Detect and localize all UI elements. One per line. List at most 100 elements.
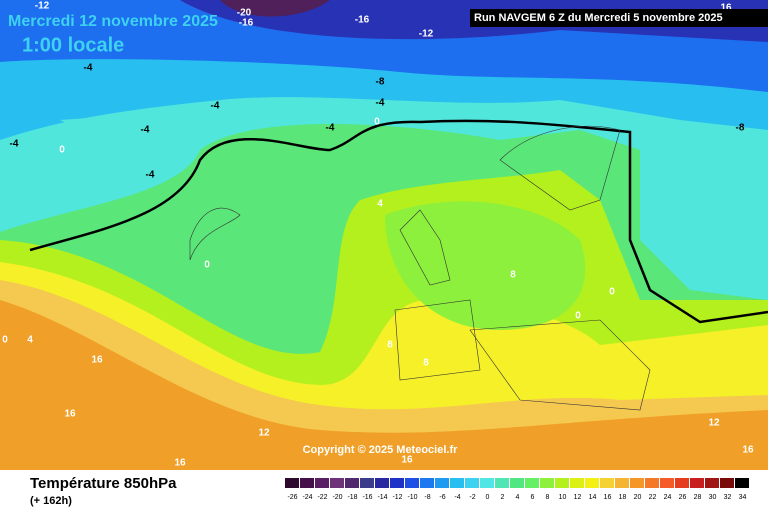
contour-label: -4: [146, 170, 155, 181]
legend-label: 8: [546, 494, 550, 501]
legend-label: -6: [439, 494, 445, 501]
contour-label: -4: [10, 139, 19, 150]
legend-label: 28: [694, 494, 702, 501]
contour-label: 16: [91, 355, 103, 366]
legend-label: 24: [664, 494, 672, 501]
contour-label: 16: [64, 409, 76, 420]
contour-label: 4: [377, 199, 383, 210]
legend-swatch: [435, 478, 449, 488]
legend-swatch: [495, 478, 509, 488]
legend-label: 4: [516, 494, 520, 501]
legend-swatch: [420, 478, 434, 488]
zero-isotherm: [29, 119, 768, 324]
coastlines: [189, 125, 651, 411]
legend-swatch: [720, 478, 734, 488]
contour-label: -12: [419, 29, 434, 40]
contour-label: -12: [35, 1, 50, 12]
legend-label: -26: [287, 494, 297, 501]
contour-label: 0: [609, 287, 615, 298]
legend-swatch: [375, 478, 389, 488]
contour-label: -4: [141, 125, 150, 136]
legend-label: 12: [574, 494, 582, 501]
legend-swatch: [660, 478, 674, 488]
legend-swatch: [615, 478, 629, 488]
map-time: 1:00 locale: [22, 34, 124, 56]
contour-label: 16: [742, 445, 754, 456]
contour-label: -4: [211, 101, 220, 112]
legend-swatch: [600, 478, 614, 488]
legend-swatch: [465, 478, 479, 488]
legend-label: 2: [501, 494, 505, 501]
legend-label: 22: [649, 494, 657, 501]
footer: [0, 470, 768, 512]
legend-label: -16: [362, 494, 372, 501]
contour-label: 0: [575, 311, 581, 322]
legend-swatch: [705, 478, 719, 488]
contour-label: 8: [510, 270, 516, 281]
legend-swatch: [630, 478, 644, 488]
contour-label: -8: [376, 77, 385, 88]
contour-label: -20: [237, 8, 252, 19]
contour-label: 0: [204, 260, 210, 271]
legend-label: 6: [531, 494, 535, 501]
legend-label: 16: [604, 494, 612, 501]
contour-label: 16: [720, 3, 732, 14]
contour-label: 0: [374, 117, 380, 128]
contour-label: -4: [326, 123, 335, 134]
run-box: [470, 9, 768, 27]
legend-label: -8: [424, 494, 430, 501]
legend-label: 30: [709, 494, 717, 501]
legend-label: -22: [317, 494, 327, 501]
legend-swatch: [570, 478, 584, 488]
legend-swatch: [315, 478, 329, 488]
legend-swatch: [525, 478, 539, 488]
legend-label: -10: [407, 494, 417, 501]
field-lime: [385, 201, 586, 330]
contour-label: 12: [708, 418, 720, 429]
contour-label: 0: [2, 335, 8, 346]
map-date: Mercredi 12 novembre 2025: [8, 13, 218, 30]
lead-time: (+ 162h): [30, 495, 72, 507]
legend-swatch: [405, 478, 419, 488]
legend-label: -2: [469, 494, 475, 501]
legend-label: 26: [679, 494, 687, 501]
contour-label: -16: [239, 18, 254, 29]
legend-swatch: [330, 478, 344, 488]
legend-label: -14: [377, 494, 387, 501]
copyright: Copyright © 2025 Meteociel.fr: [303, 444, 459, 456]
contour-label: 16: [401, 455, 413, 466]
legend-swatch: [555, 478, 569, 488]
contour-label: 8: [423, 358, 429, 369]
legend-label: 0: [486, 494, 490, 501]
legend-swatch: [510, 478, 524, 488]
field-purple: [220, 0, 330, 17]
legend-label: 32: [724, 494, 732, 501]
legend-label: -20: [332, 494, 342, 501]
legend-label: -18: [347, 494, 357, 501]
legend-swatch: [735, 478, 749, 488]
contour-label: 8: [387, 340, 393, 351]
legend-label: 14: [589, 494, 597, 501]
legend-swatch: [450, 478, 464, 488]
legend-swatch: [585, 478, 599, 488]
legend-swatch: [480, 478, 494, 488]
contour-label: 0: [59, 145, 65, 156]
contour-label: 16: [174, 458, 186, 469]
legend-label: 18: [619, 494, 627, 501]
legend-label: 10: [559, 494, 567, 501]
field-name: Température 850hPa: [30, 475, 177, 492]
contour-label: -4: [376, 98, 385, 109]
legend-swatch: [675, 478, 689, 488]
field-cyan-tongue: [60, 110, 200, 190]
legend: -26 -24 -22 -20 -18 -16 -14 -12 -10 -8 -6 -4 -2 0 2 4 6 8…: [285, 478, 749, 501]
legend-label: 34: [739, 494, 747, 501]
legend-swatch: [360, 478, 374, 488]
run-info: Run NAVGEM 6 Z du Mercredi 5 novembre 20…: [474, 12, 723, 24]
legend-swatch: [285, 478, 299, 488]
legend-swatch: [300, 478, 314, 488]
contour-label: -8: [736, 123, 745, 134]
